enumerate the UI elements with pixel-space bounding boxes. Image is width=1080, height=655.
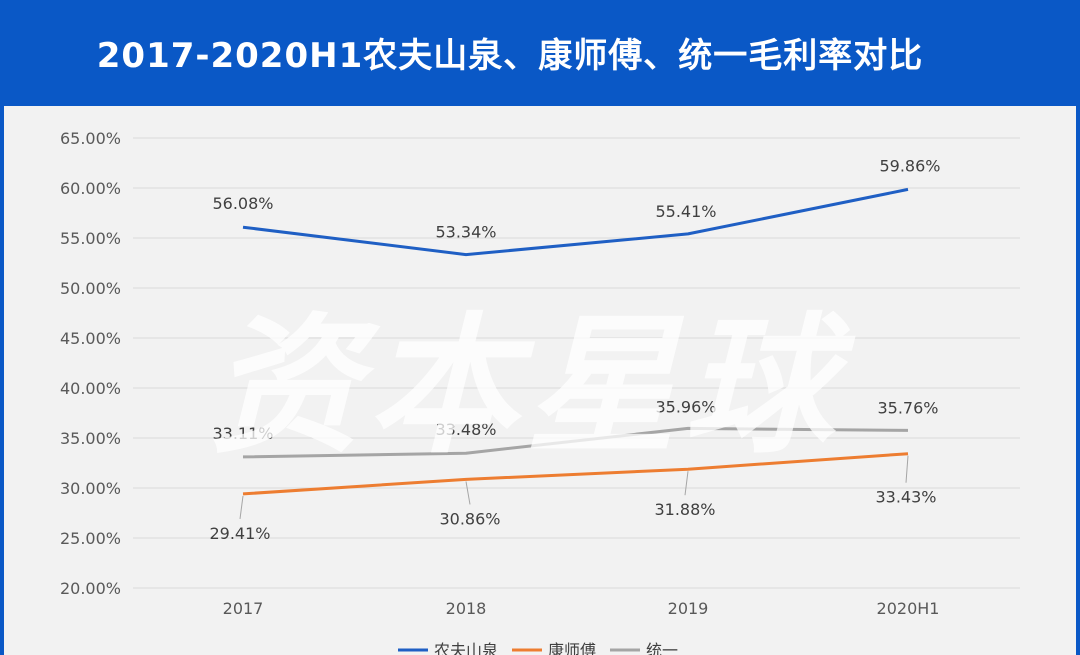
series-line (242, 426, 909, 459)
y-tick-label: 65.00% (60, 129, 121, 148)
y-tick-label: 55.00% (60, 229, 121, 248)
watermark: 资本星球 (210, 300, 843, 474)
series-lines (242, 187, 909, 496)
data-label: 56.08% (212, 194, 273, 213)
data-label: 35.76% (877, 398, 938, 417)
y-tick-label: 25.00% (60, 529, 121, 548)
x-axis-ticks: 2017 2018 2019 2020H1 (223, 599, 940, 618)
data-label: 53.34% (435, 223, 496, 242)
legend: 农夫山泉 康师傅 统一 (398, 641, 678, 655)
data-label: 33.48% (435, 420, 496, 439)
data-label: 29.41% (209, 524, 270, 543)
legend-label: 康师傅 (548, 641, 596, 655)
frame-border-left (0, 106, 4, 655)
x-tick-label: 2019 (668, 599, 709, 618)
x-tick-label: 2018 (446, 599, 487, 618)
series-line (242, 452, 909, 496)
y-tick-label: 35.00% (60, 429, 121, 448)
legend-label: 统一 (646, 641, 678, 655)
x-tick-label: 2020H1 (877, 599, 940, 618)
series-line (242, 187, 909, 257)
y-tick-label: 45.00% (60, 329, 121, 348)
data-label: 55.41% (655, 202, 716, 221)
title-banner: 2017-2020H1农夫山泉、康师傅、统一毛利率对比 (0, 0, 1080, 106)
data-label: 35.96% (655, 397, 716, 416)
data-label: 31.88% (654, 500, 715, 519)
y-tick-label: 60.00% (60, 179, 121, 198)
data-label: 33.11% (212, 424, 273, 443)
frame-border-right (1076, 106, 1080, 655)
gridlines (133, 137, 1020, 589)
chart-title: 2017-2020H1农夫山泉、康师傅、统一毛利率对比 (96, 36, 924, 76)
legend-label: 农夫山泉 (434, 641, 498, 655)
label-leader-line (239, 495, 244, 519)
y-tick-label: 40.00% (60, 379, 121, 398)
y-tick-label: 50.00% (60, 279, 121, 298)
y-tick-label: 20.00% (60, 579, 121, 598)
y-tick-label: 30.00% (60, 479, 121, 498)
label-leader-line (465, 481, 471, 505)
data-label: 30.86% (439, 509, 500, 528)
label-leader-line (684, 471, 689, 496)
label-leader-line (905, 455, 909, 483)
x-tick-label: 2017 (223, 599, 264, 618)
y-axis-ticks: 65.00% 60.00% 55.00% 50.00% 45.00% 40.00% 35.0… (60, 129, 121, 598)
data-labels: 56.08% 53.34% 55.41% 59.86% 29.41% 30.86% 31.8… (209, 156, 940, 543)
data-label: 59.86% (879, 156, 940, 175)
data-label: 33.43% (875, 488, 936, 507)
